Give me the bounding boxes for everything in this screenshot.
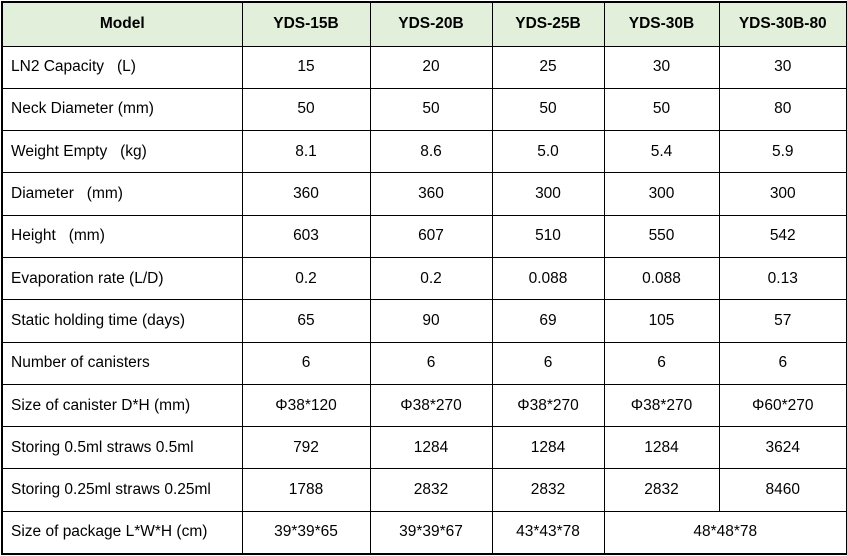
cell-value: 65 xyxy=(241,299,371,343)
cell-value: 3624 xyxy=(718,426,847,470)
table-row-number-of-canisters: Number of canisters 6 6 6 6 6 xyxy=(1,341,847,385)
row-label: Storing 0.25ml straws 0.25ml xyxy=(1,468,243,512)
cell-value: Φ60*270 xyxy=(718,383,847,428)
cell-value: 69 xyxy=(491,299,605,343)
cell-value: 50 xyxy=(369,87,493,132)
cell-value: Φ38*270 xyxy=(491,383,605,428)
cell-value: 50 xyxy=(241,87,371,132)
cell-value: 8.1 xyxy=(241,130,371,174)
table-row-static-holding-time: Static holding time (days) 65 90 69 105 … xyxy=(1,299,847,343)
cell-value: 25 xyxy=(491,45,605,89)
cell-value: 542 xyxy=(718,214,847,258)
cell-value: 1788 xyxy=(241,468,371,512)
cell-value: 6 xyxy=(603,341,720,385)
cell-value: 8460 xyxy=(718,468,847,512)
cell-value: 6 xyxy=(369,341,493,385)
cell-value: Φ38*120 xyxy=(241,383,371,428)
cell-value: 8.6 xyxy=(369,130,493,174)
cell-value: 0.13 xyxy=(718,256,847,301)
row-label: Size of package L*W*H (cm) xyxy=(1,510,243,555)
row-label: Static holding time (days) xyxy=(1,299,243,343)
cell-value: 6 xyxy=(718,341,847,385)
table-row-storing-05ml-straws: Storing 0.5ml straws 0.5ml 792 1284 1284… xyxy=(1,426,847,470)
cell-value: 0.088 xyxy=(491,256,605,301)
cell-value: 6 xyxy=(491,341,605,385)
row-label: Height (mm) xyxy=(1,214,243,258)
column-header-model: Model xyxy=(1,1,243,47)
cell-value: 90 xyxy=(369,299,493,343)
table-row-size-of-package: Size of package L*W*H (cm) 39*39*65 39*3… xyxy=(1,510,847,555)
row-label: Neck Diameter (mm) xyxy=(1,87,243,132)
cell-value: 5.0 xyxy=(491,130,605,174)
row-label: Storing 0.5ml straws 0.5ml xyxy=(1,426,243,470)
cell-value: Φ38*270 xyxy=(369,383,493,428)
cell-value: 603 xyxy=(241,214,371,258)
cell-value: 550 xyxy=(603,214,720,258)
cell-value: 6 xyxy=(241,341,371,385)
cell-value: 15 xyxy=(241,45,371,89)
cell-value: 39*39*67 xyxy=(369,510,493,555)
table-row-evaporation-rate: Evaporation rate (L/D) 0.2 0.2 0.088 0.0… xyxy=(1,256,847,301)
cell-value: 0.088 xyxy=(603,256,720,301)
cell-value: 2832 xyxy=(491,468,605,512)
cell-value: 0.2 xyxy=(369,256,493,301)
cell-value: 30 xyxy=(718,45,847,89)
table-row-neck-diameter: Neck Diameter (mm) 50 50 50 50 80 xyxy=(1,87,847,132)
table-body: LN2 Capacity (L) 15 20 25 30 30 Neck Dia… xyxy=(1,45,847,555)
table-row-diameter: Diameter (mm) 360 360 300 300 300 xyxy=(1,172,847,216)
row-label: LN2 Capacity (L) xyxy=(1,45,243,89)
table-row-ln2-capacity: LN2 Capacity (L) 15 20 25 30 30 xyxy=(1,45,847,89)
cell-value: Φ38*270 xyxy=(603,383,720,428)
cell-value: 43*43*78 xyxy=(491,510,605,555)
cell-value: 360 xyxy=(241,172,371,216)
cell-value: 20 xyxy=(369,45,493,89)
header-row: Model YDS-15B YDS-20B YDS-25B YDS-30B YD… xyxy=(1,1,847,47)
cell-value: 2832 xyxy=(369,468,493,512)
column-header-yds-15b: YDS-15B xyxy=(241,1,371,47)
column-header-yds-25b: YDS-25B xyxy=(491,1,605,47)
row-label: Number of canisters xyxy=(1,341,243,385)
row-label: Weight Empty (kg) xyxy=(1,130,243,174)
cell-value: 50 xyxy=(491,87,605,132)
cell-value: 1284 xyxy=(491,426,605,470)
table-row-weight-empty: Weight Empty (kg) 8.1 8.6 5.0 5.4 5.9 xyxy=(1,130,847,174)
cell-value: 300 xyxy=(718,172,847,216)
cell-value: 39*39*65 xyxy=(241,510,371,555)
cell-value: 57 xyxy=(718,299,847,343)
cell-value: 607 xyxy=(369,214,493,258)
table-row-storing-025ml-straws: Storing 0.25ml straws 0.25ml 1788 2832 2… xyxy=(1,468,847,512)
cell-value: 50 xyxy=(603,87,720,132)
cell-value: 510 xyxy=(491,214,605,258)
cell-value-merged: 48*48*78 xyxy=(603,510,847,555)
cell-value: 2832 xyxy=(603,468,720,512)
cell-value: 360 xyxy=(369,172,493,216)
cell-value: 1284 xyxy=(369,426,493,470)
column-header-yds-30b-80: YDS-30B-80 xyxy=(718,1,847,47)
cell-value: 30 xyxy=(603,45,720,89)
table-row-size-of-canister: Size of canister D*H (mm) Φ38*120 Φ38*27… xyxy=(1,383,847,428)
cell-value: 5.4 xyxy=(603,130,720,174)
cell-value: 80 xyxy=(718,87,847,132)
table-header: Model YDS-15B YDS-20B YDS-25B YDS-30B YD… xyxy=(1,1,847,47)
table-row-height: Height (mm) 603 607 510 550 542 xyxy=(1,214,847,258)
row-label: Evaporation rate (L/D) xyxy=(1,256,243,301)
row-label: Diameter (mm) xyxy=(1,172,243,216)
column-header-yds-20b: YDS-20B xyxy=(369,1,493,47)
cell-value: 5.9 xyxy=(718,130,847,174)
cell-value: 300 xyxy=(603,172,720,216)
column-header-yds-30b: YDS-30B xyxy=(603,1,720,47)
cell-value: 105 xyxy=(603,299,720,343)
row-label: Size of canister D*H (mm) xyxy=(1,383,243,428)
cell-value: 1284 xyxy=(603,426,720,470)
cell-value: 792 xyxy=(241,426,371,470)
cell-value: 0.2 xyxy=(241,256,371,301)
cell-value: 300 xyxy=(491,172,605,216)
